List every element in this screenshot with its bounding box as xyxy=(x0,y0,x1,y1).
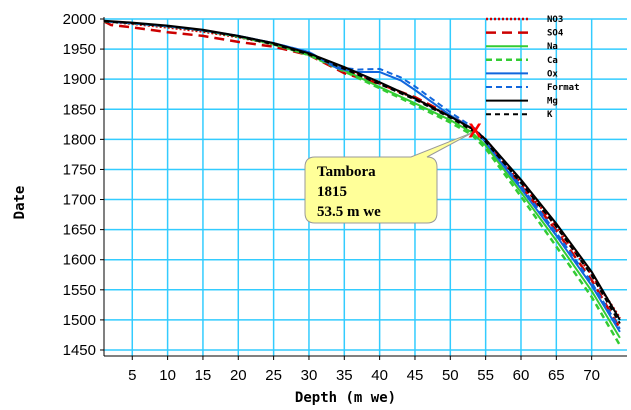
x-tick-label: 25 xyxy=(265,367,282,384)
axes xyxy=(100,17,627,360)
grid xyxy=(104,18,627,356)
legend-label: K xyxy=(547,110,553,120)
series-line-no3 xyxy=(103,20,621,319)
y-tick-label: 1550 xyxy=(63,282,96,299)
y-tick-label: 1900 xyxy=(63,71,96,88)
y-tick-label: 2000 xyxy=(63,11,96,28)
y-tick-label: 1700 xyxy=(63,192,96,209)
x-axis-title: Depth (m we) xyxy=(295,390,396,406)
y-tick-label: 1750 xyxy=(63,161,96,178)
legend-label: Mg xyxy=(547,97,558,107)
y-tick-label: 1850 xyxy=(63,101,96,118)
legend: NO3 SO4 Na Ca Ox Format Mg K xyxy=(486,15,580,120)
series-line-so4 xyxy=(103,20,621,329)
x-tick-label: 10 xyxy=(159,367,176,384)
x-tick-label: 55 xyxy=(477,367,494,384)
x-tick-label: 15 xyxy=(195,367,212,384)
y-tick-label: 1800 xyxy=(63,131,96,148)
x-tick-label: 5 xyxy=(128,367,136,384)
legend-label: Na xyxy=(547,42,558,52)
series-line-format xyxy=(103,20,621,330)
series-line-mg xyxy=(103,19,621,321)
x-tick-label: 40 xyxy=(371,367,388,384)
x-tick-label: 65 xyxy=(548,367,565,384)
y-tick-label: 1600 xyxy=(63,252,96,269)
tambora-callout: Tambora 1815 53.5 m we xyxy=(304,131,474,224)
x-tick-label: 70 xyxy=(583,367,600,384)
legend-label: Format xyxy=(547,83,580,93)
x-tick-label: 30 xyxy=(301,367,318,384)
legend-label: Ca xyxy=(547,56,558,66)
y-tick-label: 1650 xyxy=(63,222,96,239)
callout-line-year: 1815 xyxy=(317,184,347,200)
x-tick-label: 50 xyxy=(442,367,459,384)
y-tick-label: 1950 xyxy=(63,41,96,58)
y-axis-title: Date xyxy=(12,186,28,220)
series-layer xyxy=(103,19,621,346)
legend-label: NO3 xyxy=(547,15,563,25)
y-tick-label: 1500 xyxy=(63,312,96,329)
callout-line-depth: 53.5 m we xyxy=(317,204,381,220)
y-tick-label: 1450 xyxy=(63,342,96,359)
legend-label: Ox xyxy=(547,69,558,79)
callout-shape xyxy=(304,131,474,224)
x-tick-label: 20 xyxy=(230,367,247,384)
tick-labels: 1450150015501600165017001750180018501900… xyxy=(63,11,600,384)
x-tick-label: 35 xyxy=(336,367,353,384)
x-tick-label: 60 xyxy=(513,367,530,384)
tambora-marker: X xyxy=(468,120,482,142)
series-line-k xyxy=(103,20,621,325)
callout-line-event: Tambora xyxy=(317,164,376,180)
x-tick-label: 45 xyxy=(407,367,424,384)
legend-label: SO4 xyxy=(547,29,564,39)
